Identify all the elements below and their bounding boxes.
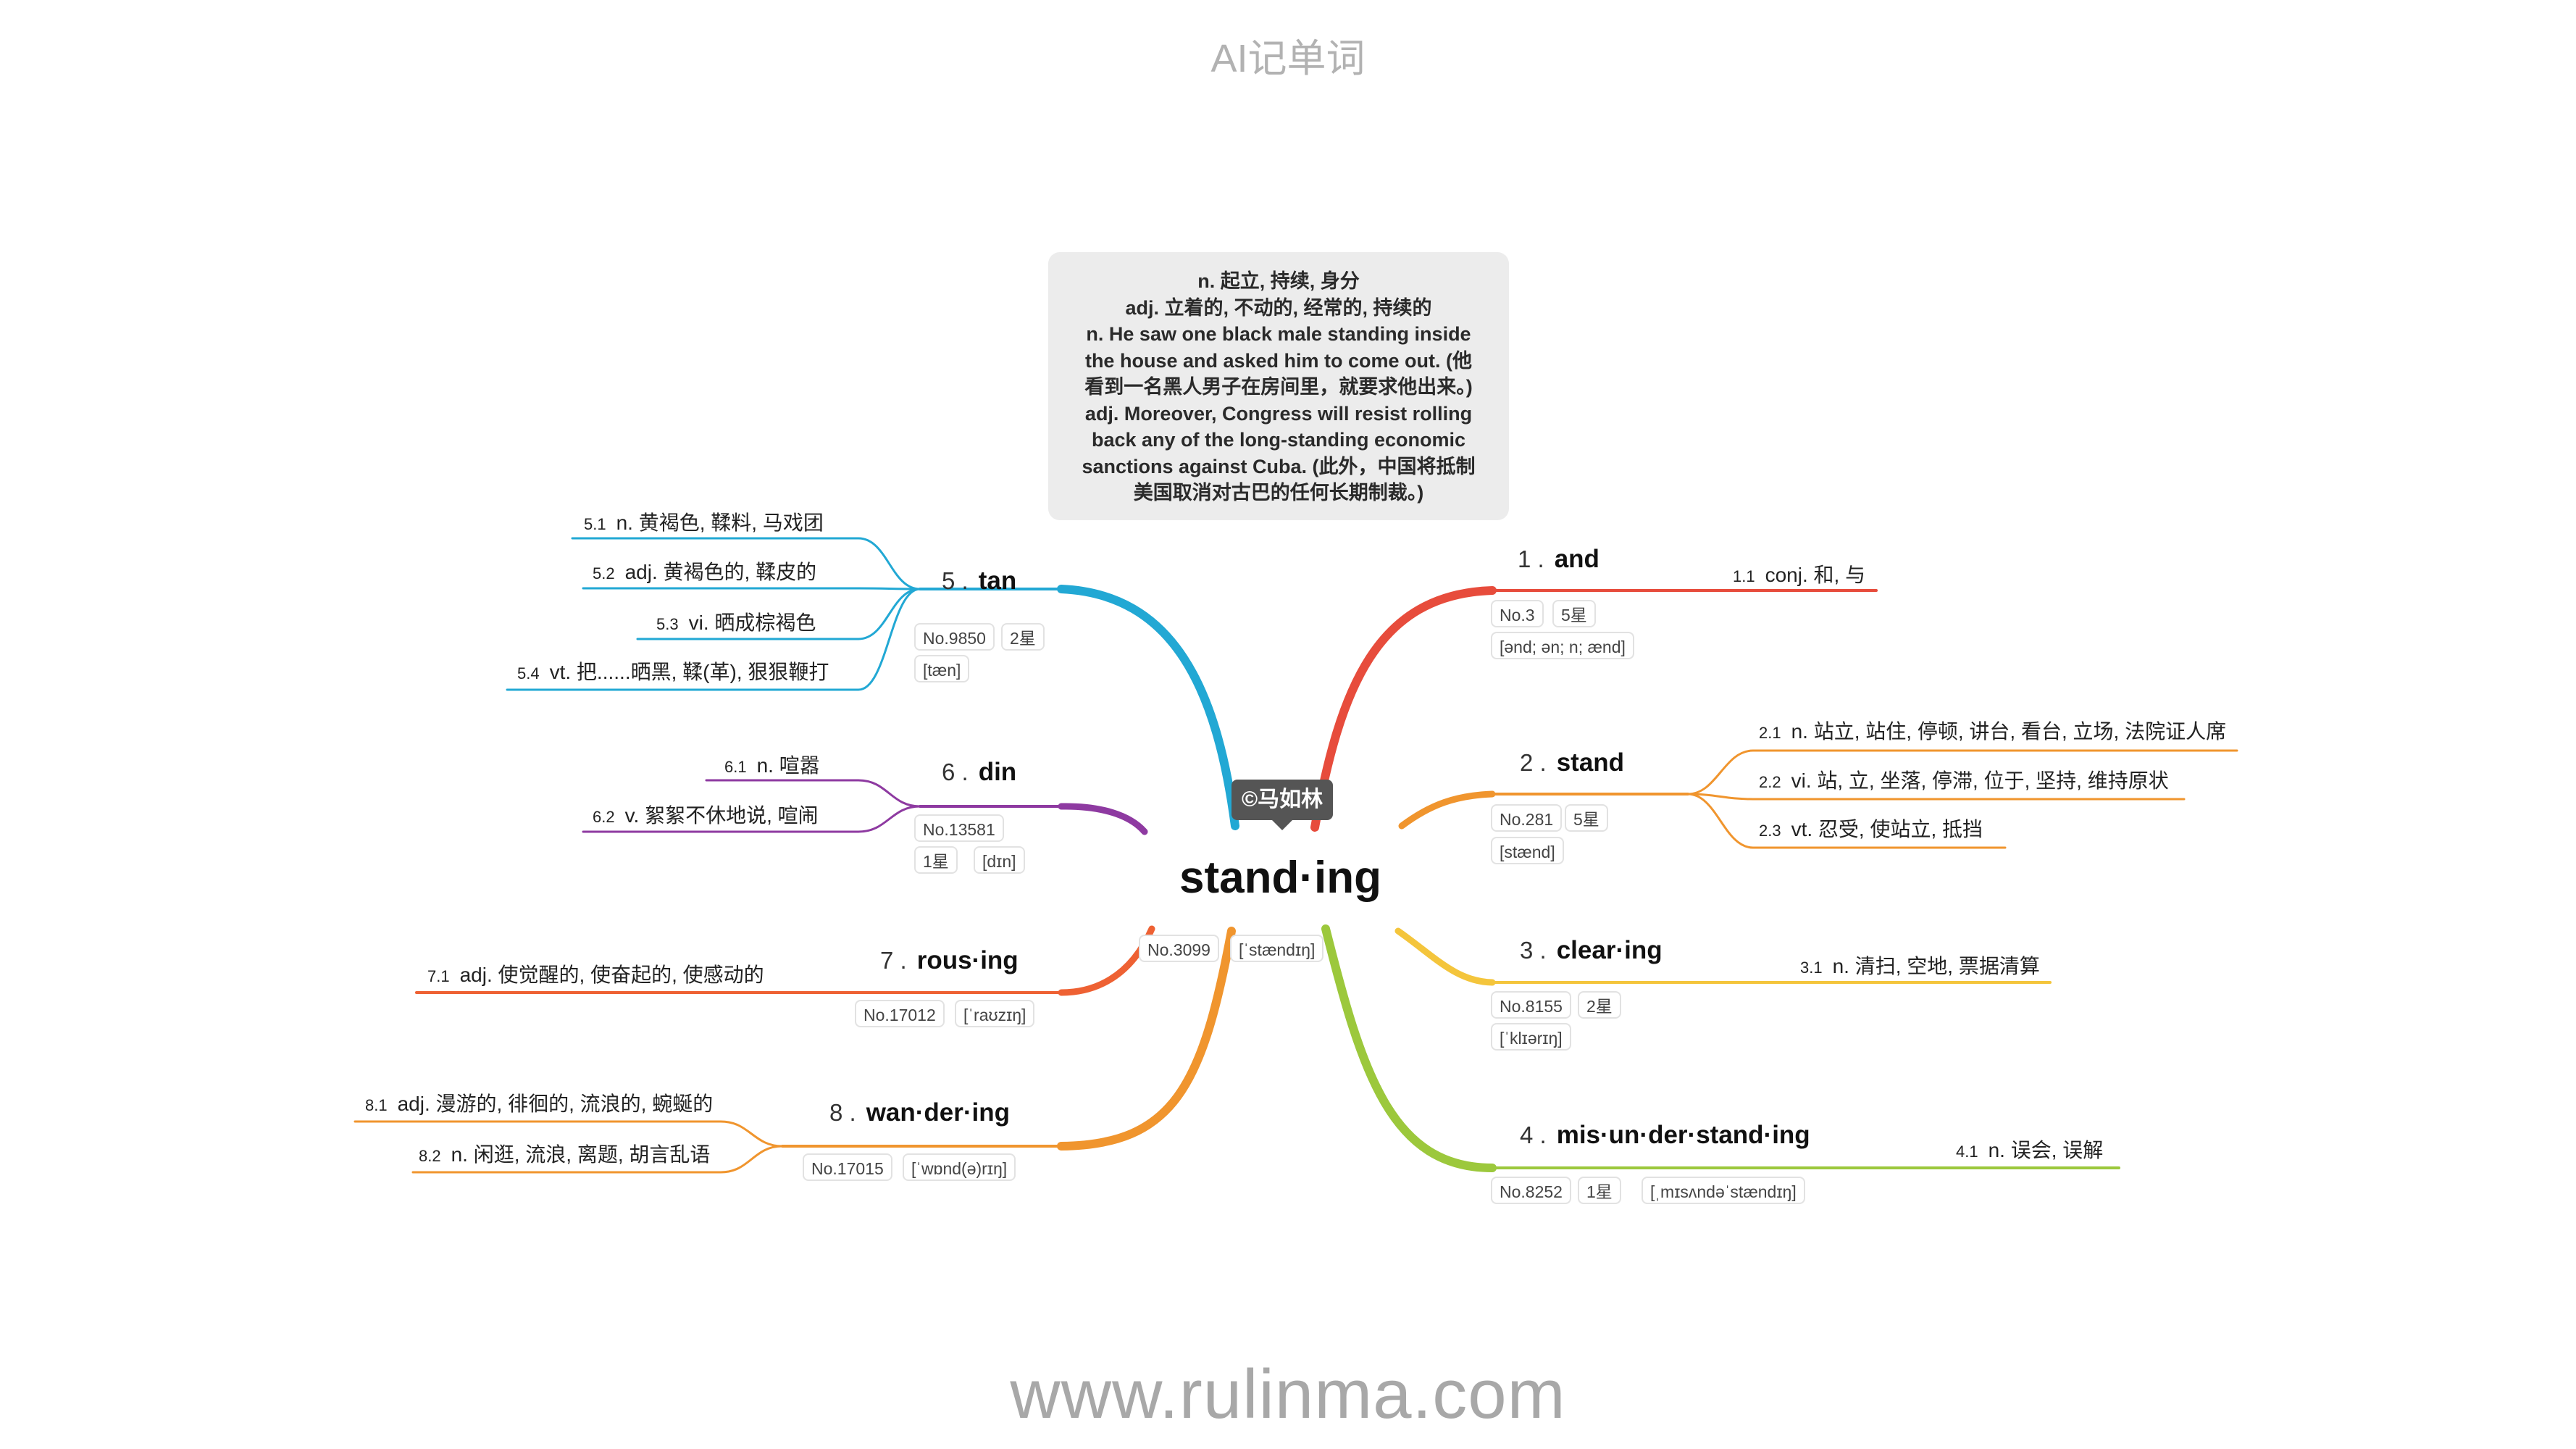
phonetic-badge: [ˌmɪsʌndəˈstændɪŋ] — [1642, 1177, 1805, 1204]
meaning-5-1: 5.1 n. 黄褐色, 鞣料, 马戏团 — [584, 511, 824, 534]
meaning-8-1: 8.1 adj. 漫游的, 徘徊的, 流浪的, 蜿蜒的 — [365, 1093, 714, 1115]
rank-badge: No.281 — [1491, 804, 1563, 832]
note-line: adj. Moreover, Congress will resist roll… — [1084, 402, 1473, 425]
branch-clearing[interactable]: 3 . clear·ing — [1520, 936, 1663, 965]
phonetic-badge: [stænd] — [1491, 837, 1564, 864]
branch-number: 3 . — [1520, 937, 1547, 964]
note-line: 看到一名黑人男子在房间里，就要求他出来。) — [1084, 376, 1473, 398]
center-phonetic: [ˈstændɪŋ] — [1230, 935, 1324, 962]
link-stand — [1398, 790, 1496, 830]
branch-word: mis·un·der·stand·ing — [1556, 1121, 1810, 1149]
meaning-1-1: 1.1 conj. 和, 与 — [1733, 564, 1866, 586]
phonetic-badge: [ˈwɒnd(ə)rɪŋ] — [903, 1153, 1016, 1181]
branch-word: clear·ing — [1556, 936, 1663, 964]
meaning-3-1: 3.1 n. 清扫, 空地, 票据清算 — [1800, 955, 2040, 977]
branch-word: tan — [978, 567, 1017, 595]
note-line: adj. 立着的, 不动的, 经常的, 持续的 — [1125, 296, 1432, 319]
branch-word: stand — [1556, 748, 1625, 777]
branch-rousing[interactable]: 7 . rous·ing — [880, 946, 1019, 975]
phonetic-badge: [ˈraʊzɪŋ] — [955, 1000, 1035, 1027]
meaning-8-2: 8.2 n. 闲逛, 流浪, 离题, 胡言乱语 — [419, 1143, 711, 1166]
center-word[interactable]: stand·ing — [1179, 853, 1381, 903]
phonetic-badge: [ˈklɪərɪŋ] — [1491, 1023, 1571, 1051]
meaning-6-1: 6.1 n. 喧嚣 — [724, 754, 820, 777]
meaning-5-2: 5.2 adj. 黄褐色的, 鞣皮的 — [593, 561, 817, 583]
branch-din[interactable]: 6 . din — [942, 758, 1016, 787]
meaning-2-1: 2.1 n. 站立, 站住, 停顿, 讲台, 看台, 立场, 法院证人席 — [1759, 720, 2227, 743]
meaning-2-3: 2.3 vt. 忍受, 使站立, 抵挡 — [1759, 818, 1983, 840]
branch-number: 2 . — [1520, 749, 1547, 776]
rank-badge: No.8155 — [1491, 991, 1571, 1019]
meaning-7-1: 7.1 adj. 使觉醒的, 使奋起的, 使感动的 — [427, 964, 764, 986]
branch-word: rous·ing — [916, 946, 1019, 974]
phonetic-badge: [dɪn] — [974, 846, 1025, 874]
link-clearing — [1394, 927, 1496, 986]
stars-badge: 5星 — [1565, 804, 1608, 832]
meaning-5-4: 5.4 vt. 把......晒黑, 鞣(革), 狠狠鞭打 — [517, 661, 829, 683]
branch-tan[interactable]: 5 . tan — [942, 567, 1016, 596]
meaning-5-3: 5.3 vi. 晒成棕褐色 — [656, 611, 816, 634]
branch-wandering[interactable]: 8 . wan·der·ing — [829, 1098, 1010, 1127]
rank-badge: No.3 — [1491, 600, 1544, 627]
note-line: back any of the long-standing economic — [1091, 429, 1466, 451]
stars-badge: 2星 — [1001, 623, 1045, 651]
note-line: n. 起立, 持续, 身分 — [1197, 270, 1360, 292]
branch-and[interactable]: 1 . and — [1518, 545, 1599, 574]
branch-number: 4 . — [1520, 1122, 1547, 1148]
center-rank: No.3099 — [1139, 935, 1219, 962]
branch-word: and — [1554, 545, 1599, 573]
link-din — [1058, 803, 1148, 835]
stars-badge: 1星 — [914, 846, 958, 874]
definition-note: n. 起立, 持续, 身分 adj. 立着的, 不动的, 经常的, 持续的 n.… — [1048, 252, 1509, 520]
branch-number: 7 . — [880, 947, 907, 974]
copyright-badge: ©马如林 — [1231, 780, 1334, 830]
note-line: sanctions against Cuba. (此外，中国将抵制 — [1082, 455, 1476, 477]
link-misunderstanding — [1321, 924, 1497, 1172]
meaning-2-2: 2.2 vi. 站, 立, 坐落, 停滞, 位于, 坚持, 维持原状 — [1759, 769, 2169, 792]
branch-number: 5 . — [942, 567, 969, 594]
stars-badge: 2星 — [1578, 991, 1621, 1019]
phonetic-badge: [ənd; ən; n; ænd] — [1491, 632, 1634, 659]
branch-stand[interactable]: 2 . stand — [1520, 748, 1624, 777]
branch-number: 1 . — [1518, 546, 1544, 572]
link-tan — [1057, 585, 1239, 830]
branch-number: 6 . — [942, 759, 969, 785]
branch-word: din — [978, 758, 1017, 786]
rank-badge: No.17012 — [855, 1000, 945, 1027]
stars-badge: 1星 — [1578, 1177, 1621, 1204]
website-watermark: www.rulinma.com — [1010, 1356, 1566, 1433]
link-and — [1310, 586, 1497, 832]
rank-badge: No.9850 — [914, 623, 995, 651]
branch-number: 8 . — [829, 1099, 856, 1126]
note-line: 美国取消对古巴的任何长期制裁。) — [1133, 482, 1424, 504]
rank-badge: No.8252 — [1491, 1177, 1571, 1204]
branch-misunderstanding[interactable]: 4 . mis·un·der·stand·ing — [1520, 1121, 1810, 1150]
meaning-6-2: 6.2 v. 絮絮不休地说, 喧闹 — [593, 804, 819, 827]
app-title: AI记单词 — [1210, 37, 1366, 80]
rank-badge: No.13581 — [914, 814, 1004, 842]
note-line: the house and asked him to come out. (他 — [1084, 349, 1473, 372]
link-wandering — [1057, 927, 1236, 1151]
note-line: n. He saw one black male standing inside — [1086, 323, 1471, 345]
stars-badge: 5星 — [1552, 600, 1596, 627]
meaning-4-1: 4.1 n. 误会, 误解 — [1956, 1139, 2104, 1161]
rank-badge: No.17015 — [803, 1153, 892, 1181]
phonetic-badge: [tæn] — [914, 655, 970, 682]
branch-word: wan·der·ing — [866, 1098, 1011, 1127]
